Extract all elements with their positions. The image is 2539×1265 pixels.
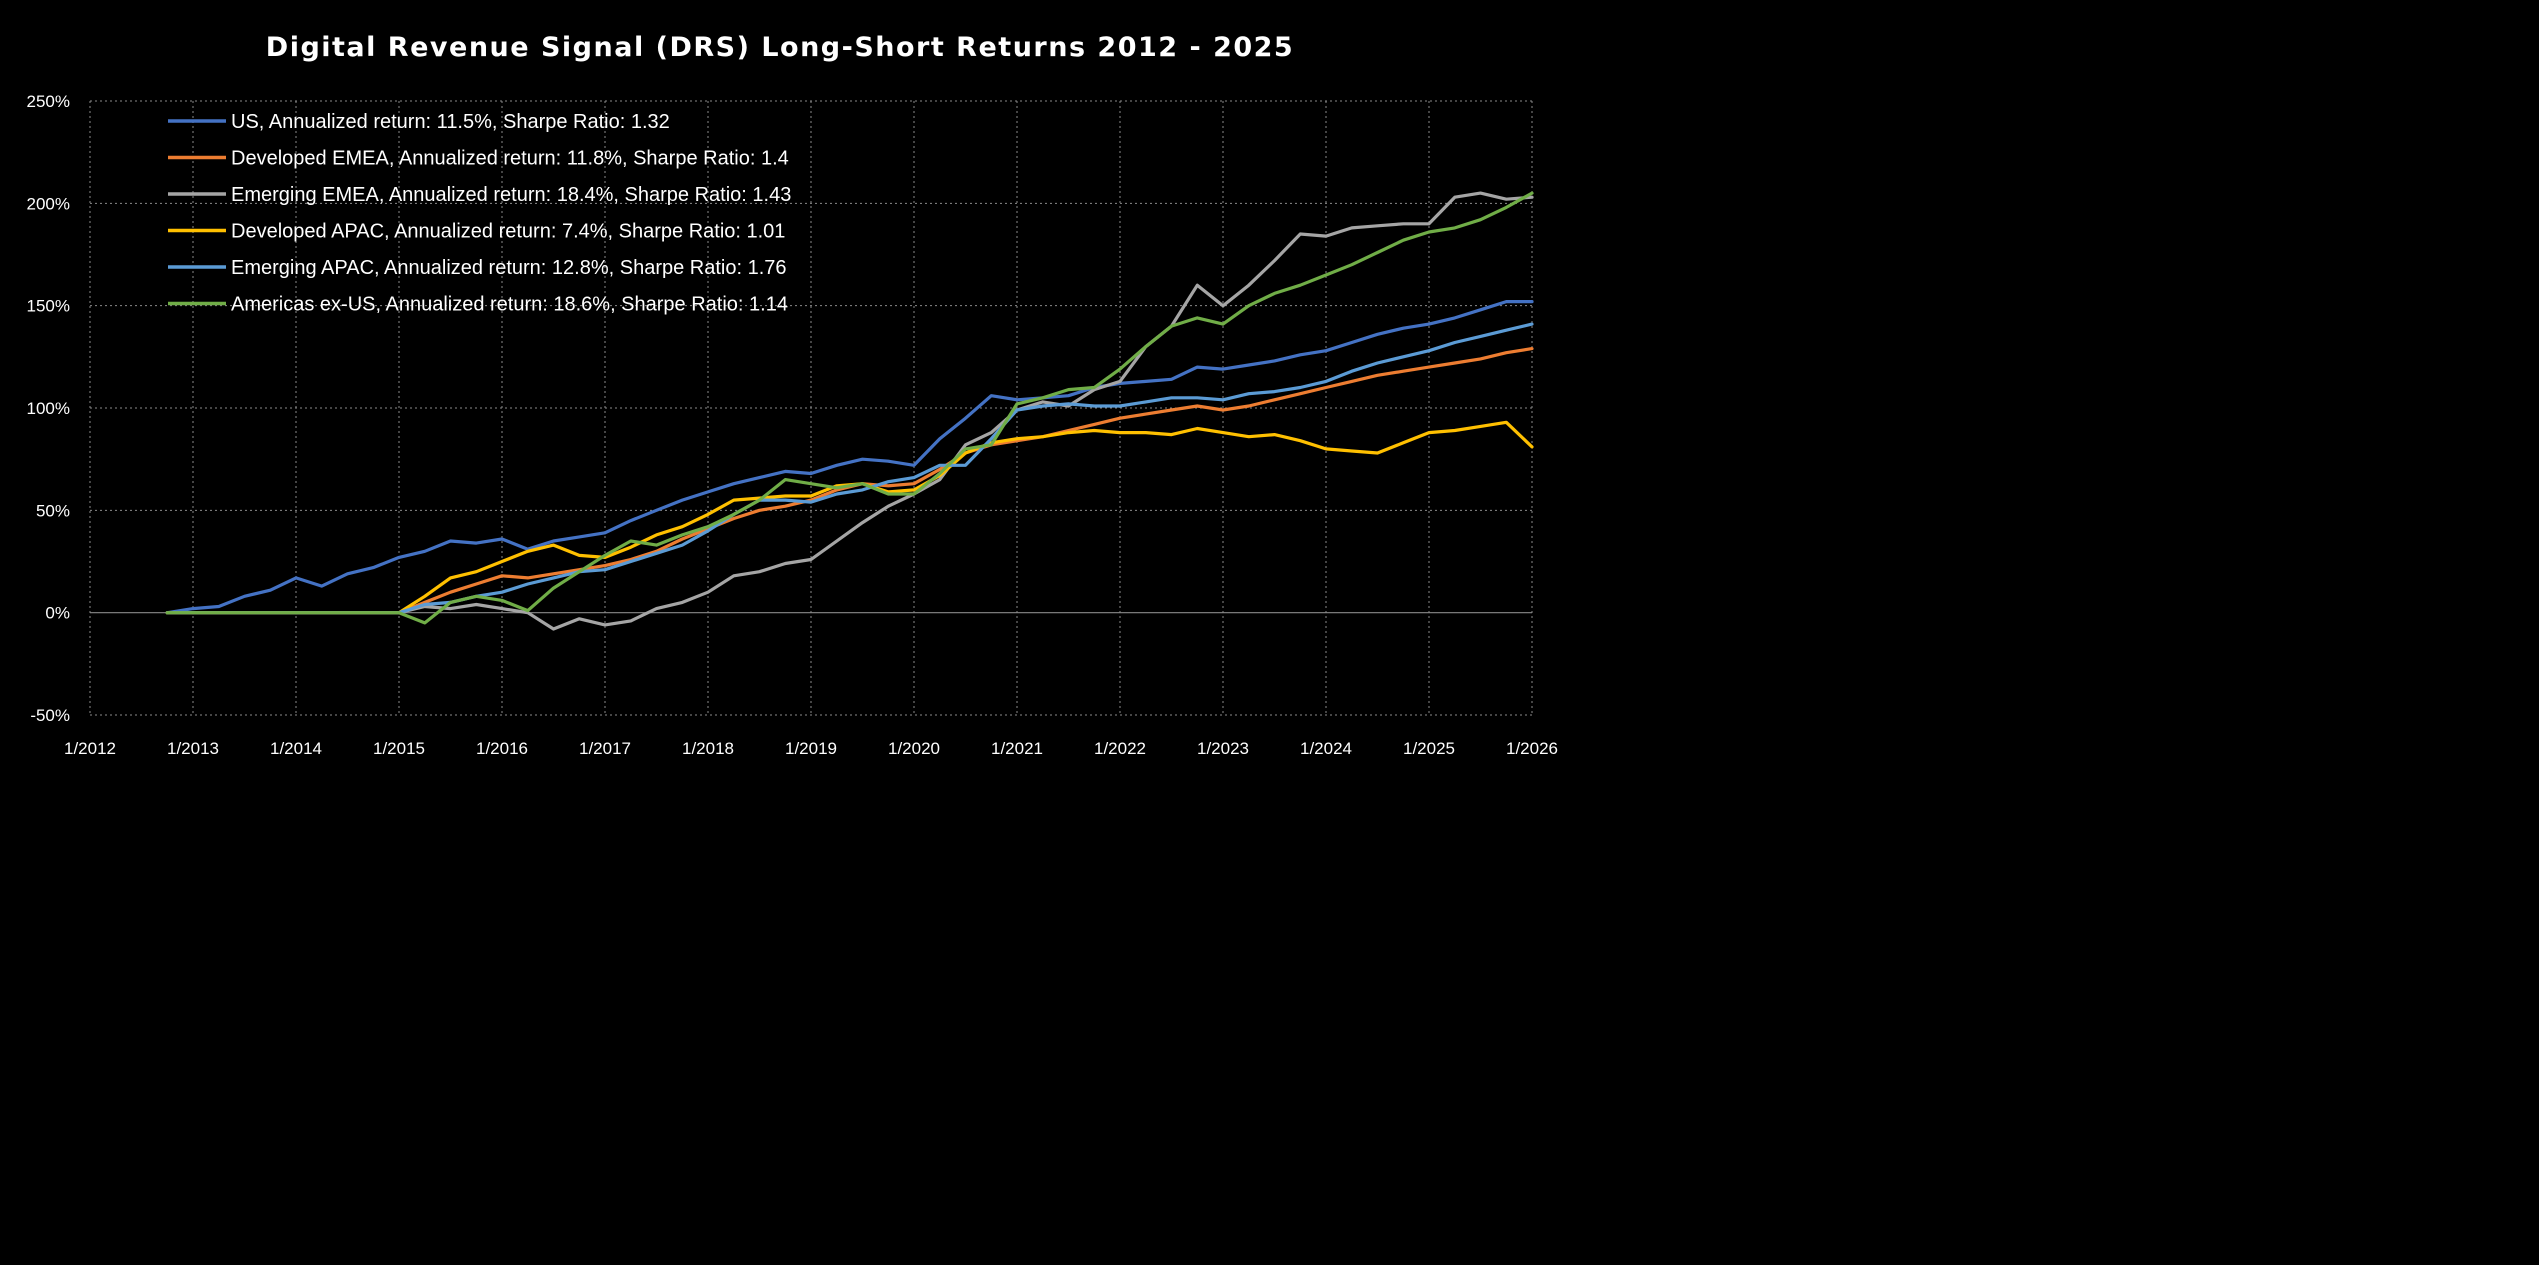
x-tick-label: 1/2020 xyxy=(888,739,940,758)
series-line-1 xyxy=(165,300,1534,615)
y-tick-label: 50% xyxy=(36,501,70,520)
legend-label-2: Developed EMEA, Annualized return: 11.8%… xyxy=(231,148,789,170)
series-lines xyxy=(165,191,1534,631)
y-tick-label: 0% xyxy=(45,604,70,623)
x-tick-label: 1/2019 xyxy=(785,739,837,758)
chart-background xyxy=(0,0,1568,780)
legend-label-6: Americas ex-US, Annualized return: 18.6%… xyxy=(231,294,788,316)
legend: US, Annualized return: 11.5%, Sharpe Rat… xyxy=(168,111,791,316)
x-tick-label: 1/2025 xyxy=(1403,739,1455,758)
y-tick-label: 250% xyxy=(27,92,70,111)
x-axis: 1/2012 1/2013 1/2014 1/2015 1/2016 1/2017 1/20… xyxy=(64,739,1558,758)
x-tick-label: 1/2017 xyxy=(579,739,631,758)
legend-label-5: Emerging APAC, Annualized return: 12.8%,… xyxy=(231,257,787,279)
y-tick-label: 200% xyxy=(27,194,70,213)
y-axis: -50% 0% 50% 100% 150% 200% 250% xyxy=(27,92,70,725)
x-tick-label: 1/2015 xyxy=(373,739,425,758)
x-tick-label: 1/2023 xyxy=(1197,739,1249,758)
chart: Digital Revenue Signal (DRS) Long-Short … xyxy=(0,0,1568,780)
series-line-3 xyxy=(165,191,1534,631)
legend-label-1: US, Annualized return: 11.5%, Sharpe Rat… xyxy=(231,111,670,133)
series-line-6 xyxy=(165,191,1534,625)
series-line-2 xyxy=(165,347,1534,615)
chart-title: Digital Revenue Signal (DRS) Long-Short … xyxy=(266,32,1294,63)
x-tick-label: 1/2016 xyxy=(476,739,528,758)
x-tick-label: 1/2026 xyxy=(1506,739,1558,758)
series-line-5 xyxy=(165,322,1534,615)
x-tick-label: 1/2013 xyxy=(167,739,219,758)
x-tick-label: 1/2022 xyxy=(1094,739,1146,758)
x-tick-label: 1/2012 xyxy=(64,739,116,758)
x-tick-label: 1/2018 xyxy=(682,739,734,758)
legend-label-4: Developed APAC, Annualized return: 7.4%,… xyxy=(231,221,785,243)
y-tick-label: 150% xyxy=(27,297,70,316)
y-tick-label: 100% xyxy=(27,399,70,418)
y-tick-label: -50% xyxy=(30,706,70,725)
legend-label-3: Emerging EMEA, Annualized return: 18.4%,… xyxy=(231,184,791,206)
x-tick-label: 1/2021 xyxy=(991,739,1043,758)
x-tick-label: 1/2024 xyxy=(1300,739,1352,758)
x-tick-label: 1/2014 xyxy=(270,739,322,758)
